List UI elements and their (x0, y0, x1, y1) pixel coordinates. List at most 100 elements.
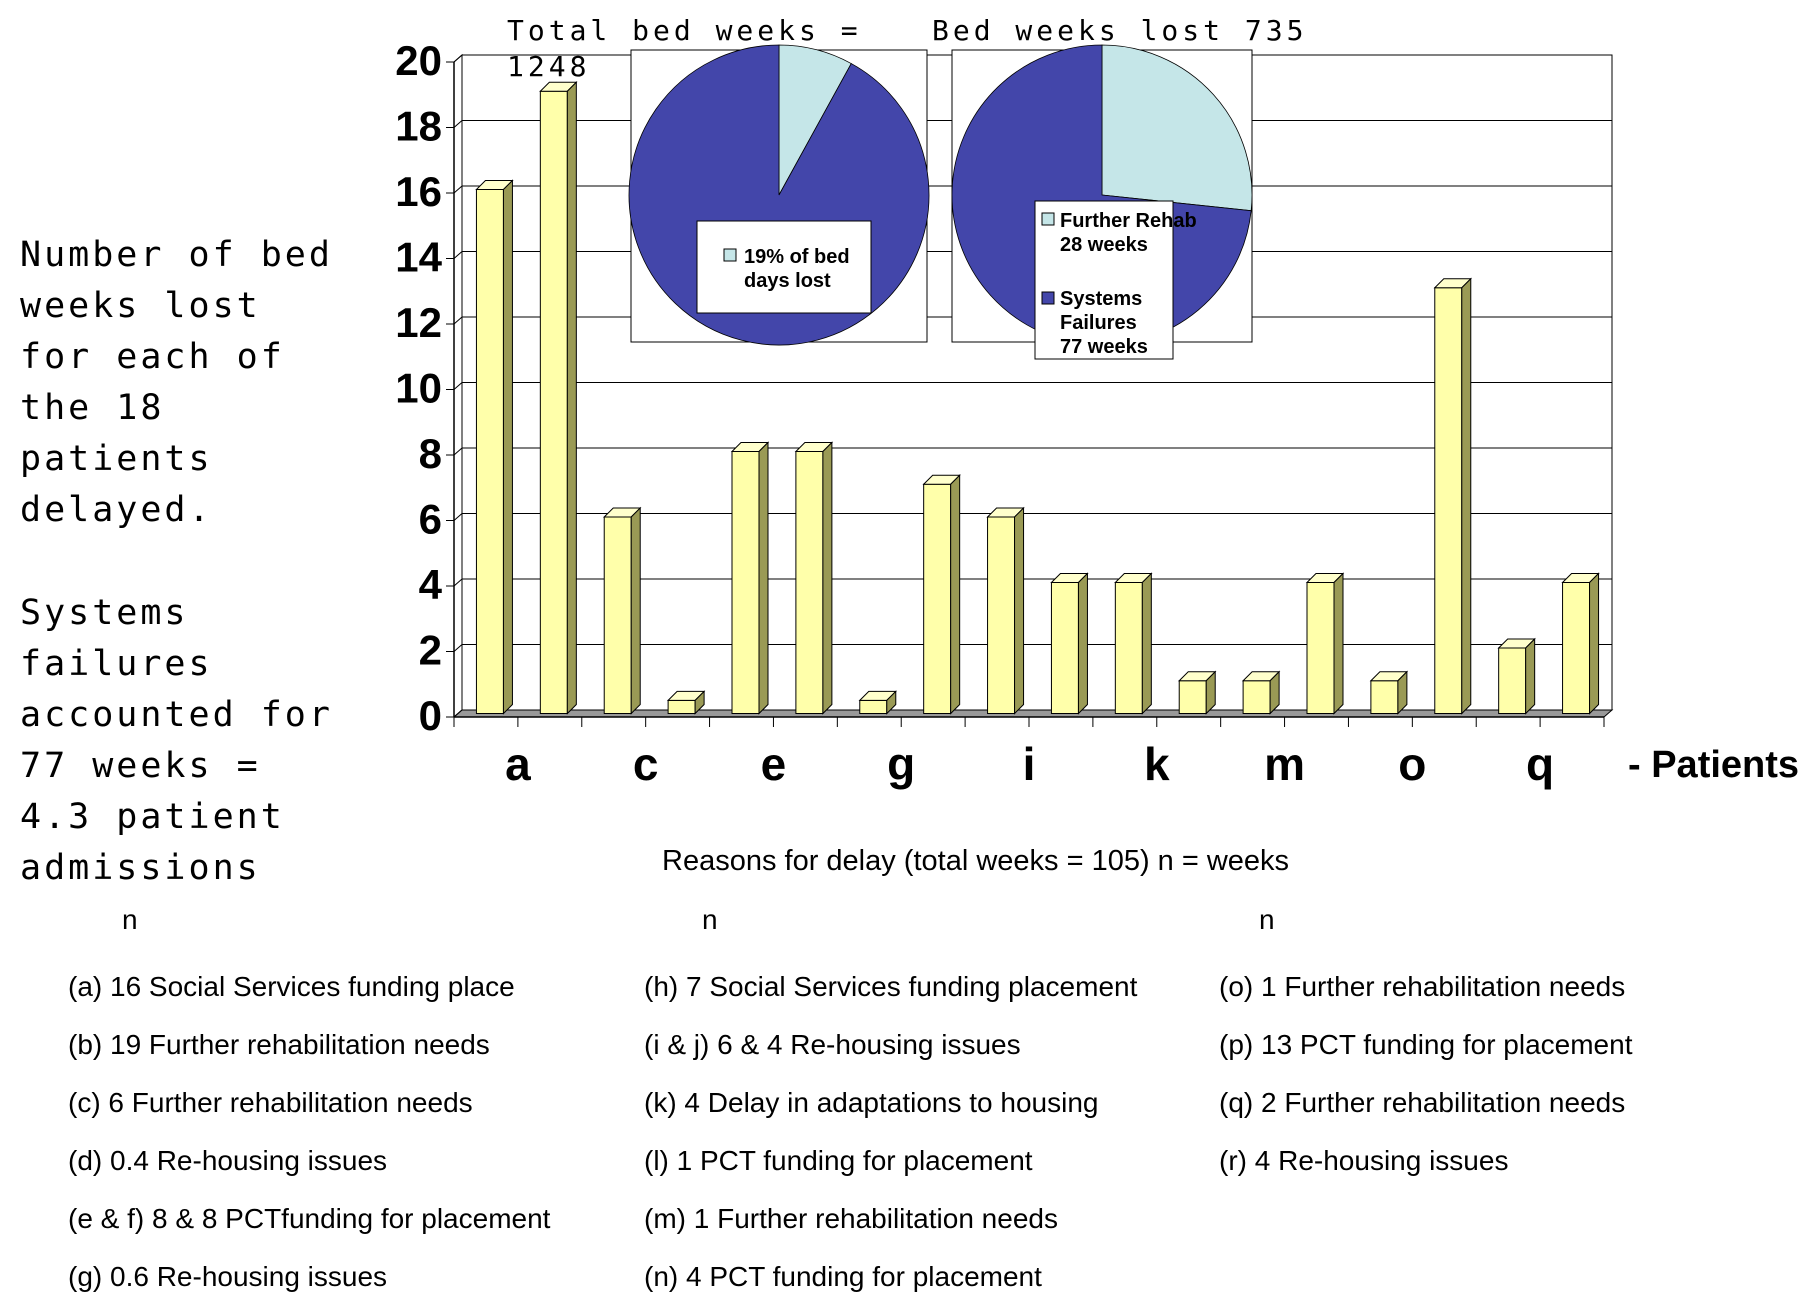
pie-legend-box (1034, 200, 1174, 360)
bar-a (475, 189, 504, 714)
x-tick-label: a (505, 738, 531, 790)
y-tick-label: 2 (419, 627, 442, 674)
legend-item: (b) 19 Further rehabilitation needs (68, 1029, 490, 1060)
pie-legend-box (696, 220, 872, 314)
legend-item: (k) 4 Delay in adaptations to housing (644, 1087, 1099, 1118)
pie-legend-label: 28 weeks (1060, 234, 1148, 256)
pie-title-line: 1248 (507, 50, 590, 83)
gridline-diag (453, 251, 463, 259)
gridline-diag (453, 185, 463, 194)
bar-c (603, 516, 632, 714)
gridline-diag (453, 578, 463, 587)
bar-e (731, 451, 760, 714)
bar-l (1178, 680, 1207, 714)
bar-i (987, 516, 1016, 714)
x-axis-label: - Patients (1628, 744, 1799, 786)
y-tick-label: 20 (395, 37, 442, 84)
legend-item: (h) 7 Social Services funding placement (644, 971, 1138, 1002)
chart-bars (475, 81, 1600, 715)
gridline-diag (453, 120, 463, 128)
pie-legend-label: Systems (1060, 288, 1142, 310)
y-tick-label: 18 (395, 103, 442, 150)
column-header: n (1259, 904, 1275, 935)
y-tick-label: 8 (419, 430, 442, 477)
column-header: n (122, 904, 138, 935)
legend-item: (d) 0.4 Re-housing issues (68, 1145, 388, 1176)
bar-o (1370, 680, 1399, 714)
y-tick-label: 16 (395, 168, 442, 215)
pie-legend-label: 19% of bed (744, 246, 850, 268)
pie-legend-label: 77 weeks (1060, 336, 1148, 358)
x-tick-label: m (1264, 738, 1305, 790)
legend-column-2: n (h) 7 Social Services funding placemen… (644, 900, 1137, 1306)
legend-column-1: n (a) 16 Social Services funding place (… (68, 900, 550, 1306)
bar-side-m (1269, 670, 1280, 715)
bar-h (923, 483, 952, 714)
legend-column-3: n (o) 1 Further rehabilitation needs (p)… (1219, 900, 1632, 1190)
pie-title: Total bed weeks = 1248 (507, 14, 862, 83)
legend-item: (q) 2 Further rehabilitation needs (1219, 1087, 1626, 1118)
x-tick-label: k (1144, 738, 1170, 790)
y-tick-label: 10 (395, 365, 442, 412)
side-note-systems-failures: Systems failures accounted for 77 weeks … (20, 593, 333, 888)
bar-side-q (1525, 637, 1536, 715)
bar-f (795, 451, 824, 714)
legend-item: (n) 4 PCT funding for placement (644, 1261, 1042, 1292)
legend-item: (p) 13 PCT funding for placement (1219, 1029, 1633, 1060)
y-tick-label: 12 (395, 299, 442, 346)
bar-side-b (566, 81, 577, 715)
bar-side-l (1205, 670, 1216, 715)
bar-k (1114, 582, 1143, 714)
pie-legend-swatch (1041, 212, 1055, 226)
bar-side-n (1333, 572, 1344, 715)
gridline-diag (453, 382, 463, 390)
pie-legend-swatch (723, 248, 737, 262)
bar-side-g (886, 690, 897, 715)
y-tick-label: 6 (419, 496, 442, 543)
legend-item: (m) 1 Further rehabilitation needs (644, 1203, 1058, 1234)
bar-side-a (502, 179, 513, 715)
gridline-diag (453, 316, 463, 325)
bar-side-e (758, 441, 769, 715)
gridline-diag (453, 644, 463, 652)
gridline-diag (453, 54, 463, 63)
chart-axes: 0 2 4 6 8 10 12 14 16 18 20 a c e g i k m o q - Patients (395, 37, 1799, 790)
gridline-diag (453, 513, 463, 521)
legend-item: (l) 1 PCT funding for placement (644, 1145, 1033, 1176)
legend-item: (c) 6 Further rehabilitation needs (68, 1087, 473, 1118)
bar-q (1498, 647, 1527, 714)
x-tick-label: q (1526, 738, 1554, 790)
bar-n (1306, 582, 1335, 714)
pie-legend-label: days lost (744, 270, 831, 292)
bar-side-h (950, 474, 961, 715)
y-tick-label: 14 (395, 234, 442, 281)
bar-r (1562, 582, 1591, 714)
bar-side-j (1077, 572, 1088, 715)
bar-side-r (1589, 572, 1600, 715)
bar-side-c (630, 506, 641, 715)
pie-slice-0 (1101, 44, 1253, 212)
bar-side-d (694, 690, 705, 715)
x-tick-label: i (1023, 738, 1036, 790)
bar-side-i (1014, 506, 1025, 715)
bar-side-k (1141, 572, 1152, 715)
pie-title-line: Total bed weeks = (507, 14, 862, 47)
gridline-diag (453, 447, 463, 456)
pie-title: Bed weeks lost 735 (932, 14, 1307, 47)
legend-item: (r) 4 Re-housing issues (1219, 1145, 1509, 1176)
bar-b (539, 90, 568, 714)
pie-legend-label: Failures (1060, 312, 1137, 334)
bar-side-p (1461, 277, 1472, 715)
pie-slice-1 (951, 44, 1252, 346)
x-tick-label: o (1398, 738, 1426, 790)
legend-item: (g) 0.6 Re-housing issues (68, 1261, 388, 1292)
bar-side-o (1397, 670, 1408, 715)
pie-legend-swatch (1041, 291, 1055, 305)
bar-j (1050, 582, 1079, 714)
bar-m (1242, 680, 1271, 714)
bar-p (1434, 287, 1463, 714)
y-tick-label: 0 (419, 692, 442, 739)
bar-side-f (822, 441, 833, 715)
